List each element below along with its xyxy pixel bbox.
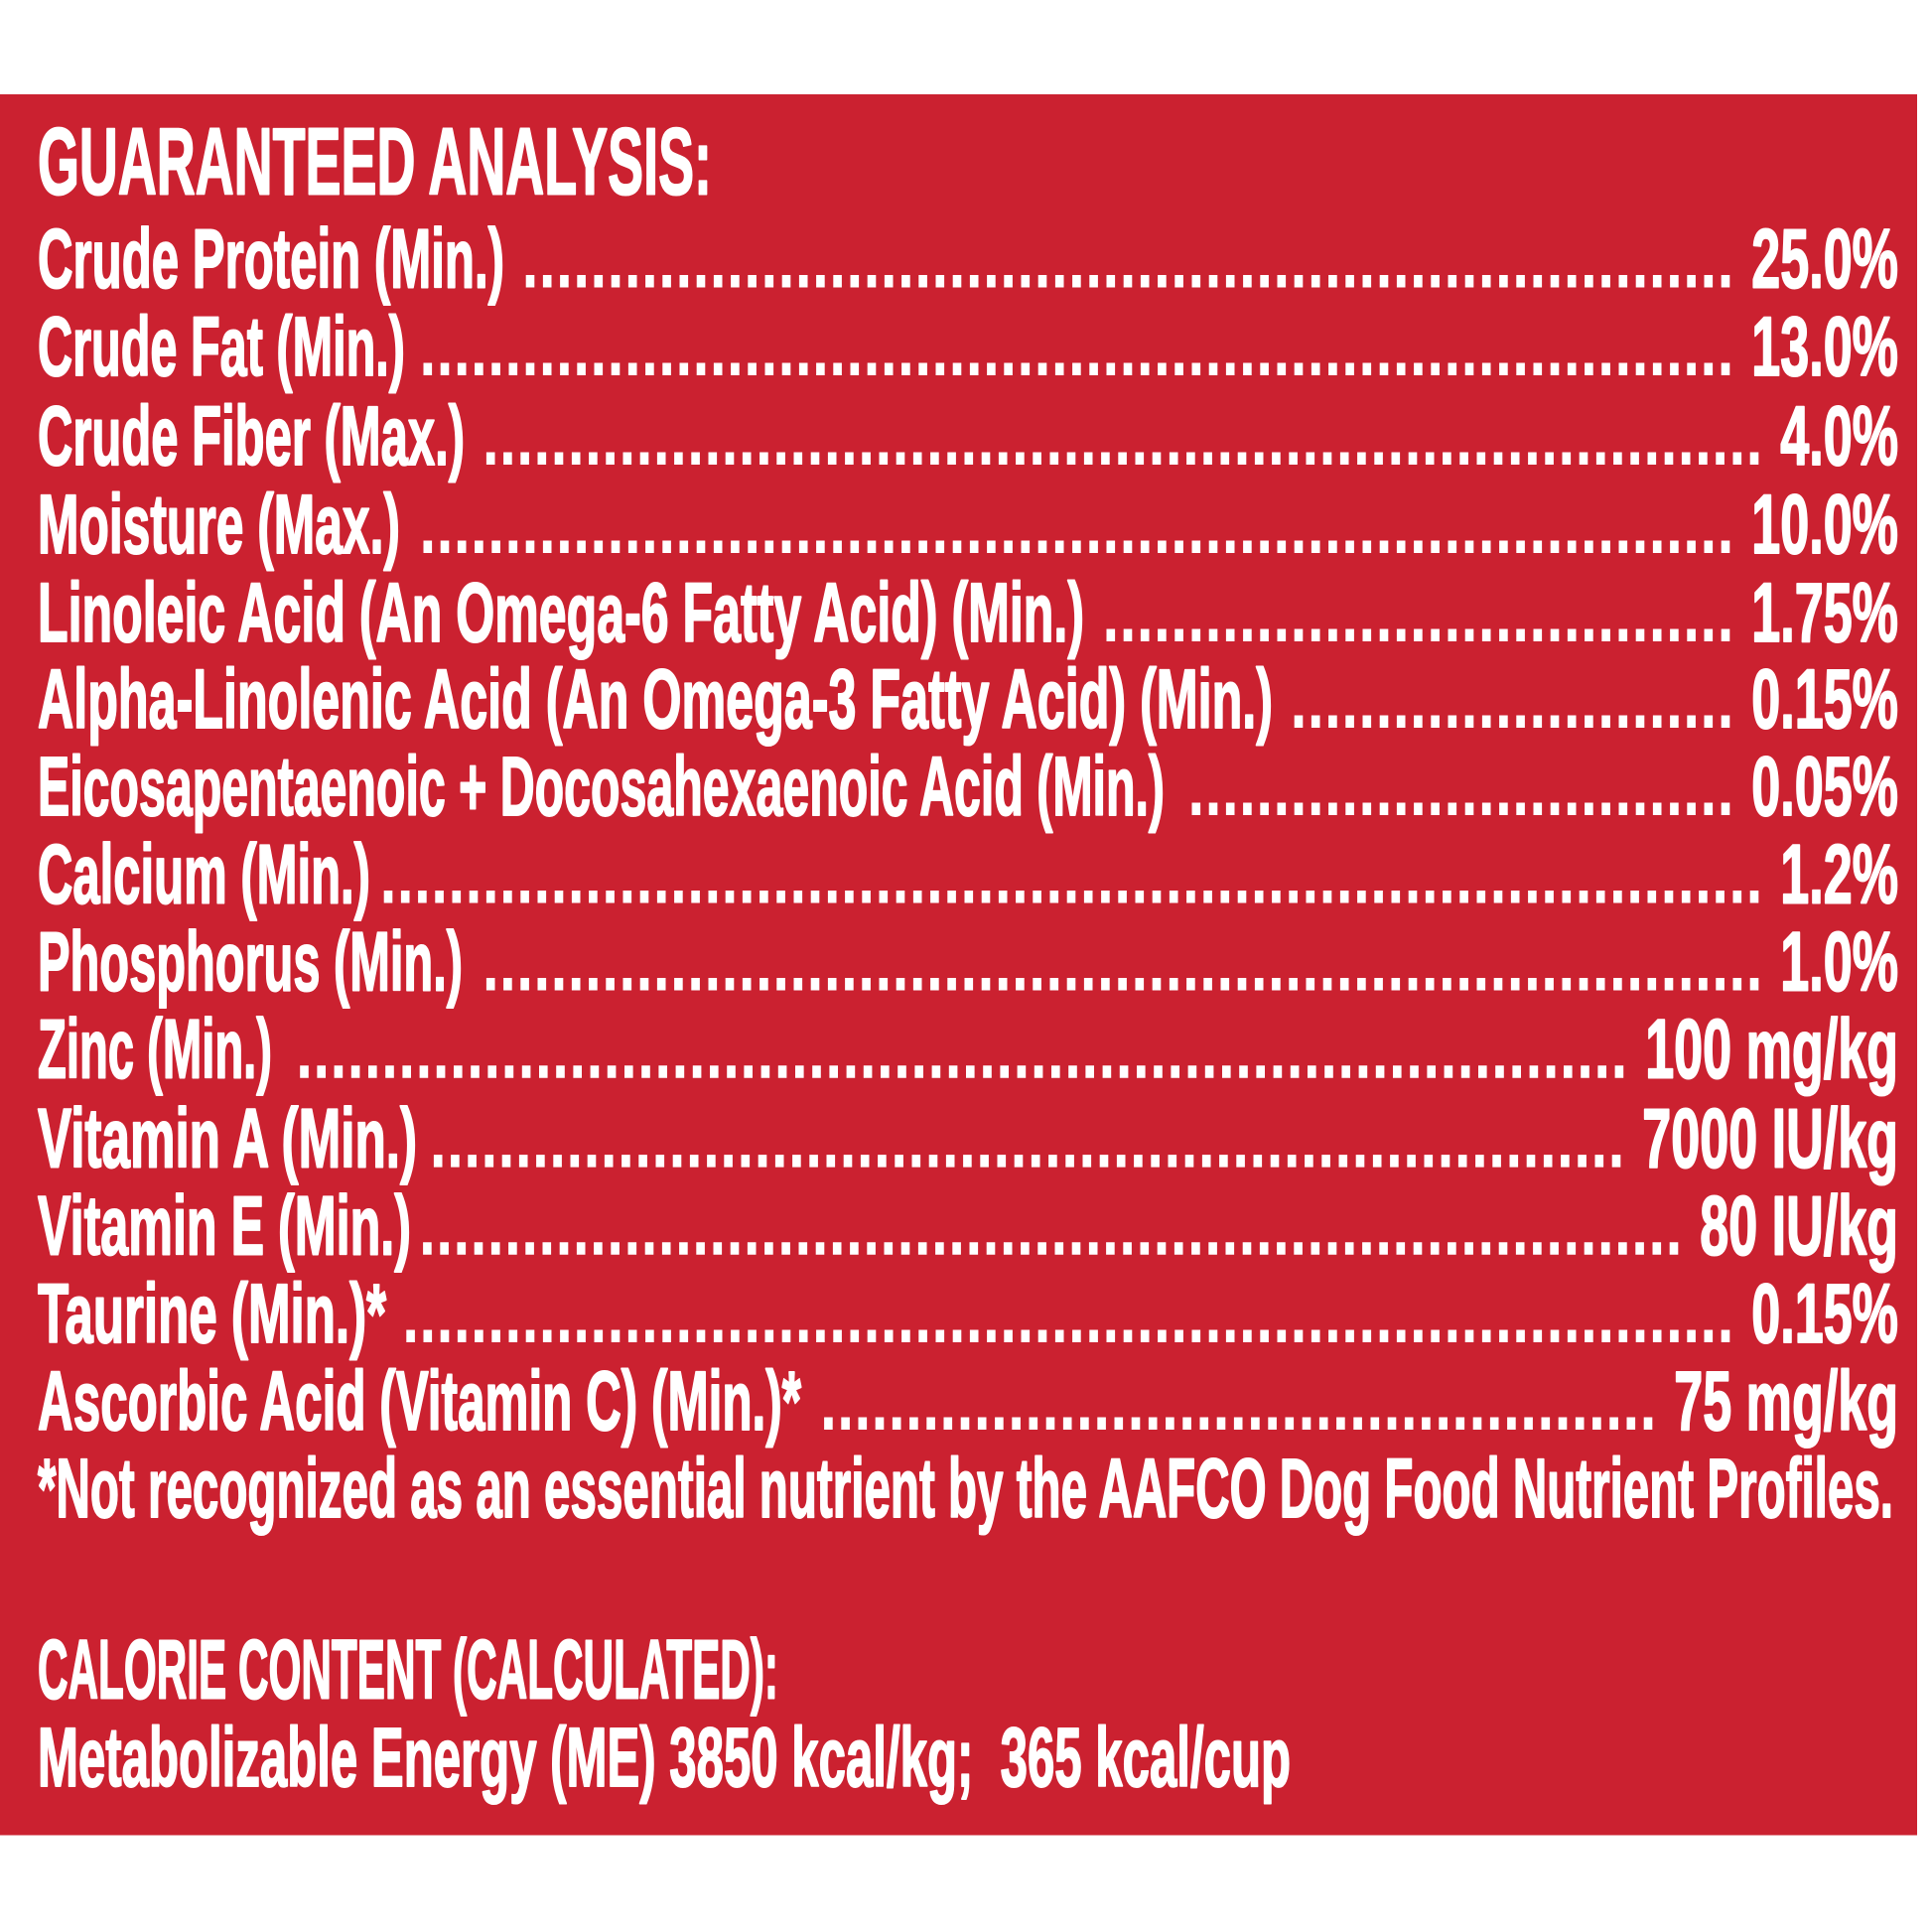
svg-text:Crude Protein (Min.): Crude Protein (Min.) — [38, 211, 504, 305]
svg-text:25.0%: 25.0% — [1751, 211, 1898, 305]
svg-text:1.75%: 1.75% — [1751, 566, 1898, 659]
svg-text:0.15%: 0.15% — [1751, 652, 1898, 746]
svg-text:1.0%: 1.0% — [1780, 914, 1898, 1008]
svg-text:CALORIE CONTENT (CALCULATED):: CALORIE CONTENT (CALCULATED): — [38, 1622, 778, 1716]
svg-text:Vitamin E (Min.): Vitamin E (Min.) — [38, 1179, 411, 1273]
svg-text:Metabolizable Energy (ME) 3850: Metabolizable Energy (ME) 3850 kcal/kg; … — [38, 1711, 1291, 1804]
svg-text:Taurine (Min.)*: Taurine (Min.)* — [38, 1267, 386, 1360]
svg-text:Crude Fat (Min.): Crude Fat (Min.) — [38, 300, 405, 393]
svg-text:100 mg/kg: 100 mg/kg — [1645, 1003, 1898, 1096]
svg-text:4.0%: 4.0% — [1780, 389, 1898, 483]
svg-text:Phosphorus (Min.): Phosphorus (Min.) — [38, 914, 463, 1008]
svg-text:Crude Fiber (Max.): Crude Fiber (Max.) — [38, 389, 465, 483]
svg-text:7000 IU/kg: 7000 IU/kg — [1642, 1091, 1898, 1184]
svg-text:GUARANTEED ANALYSIS:: GUARANTEED ANALYSIS: — [38, 108, 712, 214]
svg-text:Linoleic Acid (An Omega-6 Fatt: Linoleic Acid (An Omega-6 Fatty Acid) (M… — [38, 566, 1084, 659]
svg-text:Zinc (Min.): Zinc (Min.) — [38, 1003, 272, 1096]
svg-text:0.15%: 0.15% — [1751, 1267, 1898, 1360]
svg-text:*Not recognized as an essentia: *Not recognized as an essential nutrient… — [38, 1442, 1893, 1535]
svg-text:Vitamin A (Min.): Vitamin A (Min.) — [38, 1091, 417, 1184]
svg-text:75 mg/kg: 75 mg/kg — [1674, 1354, 1898, 1448]
svg-text:Moisture (Max.): Moisture (Max.) — [38, 478, 400, 571]
svg-text:Calcium (Min.): Calcium (Min.) — [38, 827, 370, 920]
svg-text:Alpha-Linolenic Acid (An Omega: Alpha-Linolenic Acid (An Omega-3 Fatty A… — [38, 652, 1273, 746]
svg-text:0.05%: 0.05% — [1751, 740, 1898, 833]
svg-text:10.0%: 10.0% — [1751, 478, 1898, 571]
svg-text:Eicosapentaenoic + Docosahexae: Eicosapentaenoic + Docosahexaenoic Acid … — [38, 740, 1165, 833]
svg-text:Ascorbic Acid (Vitamin C) (Min: Ascorbic Acid (Vitamin C) (Min.)* — [38, 1354, 801, 1448]
svg-text:13.0%: 13.0% — [1751, 300, 1898, 393]
svg-text:1.2%: 1.2% — [1780, 827, 1898, 920]
svg-text:80 IU/kg: 80 IU/kg — [1700, 1179, 1898, 1273]
